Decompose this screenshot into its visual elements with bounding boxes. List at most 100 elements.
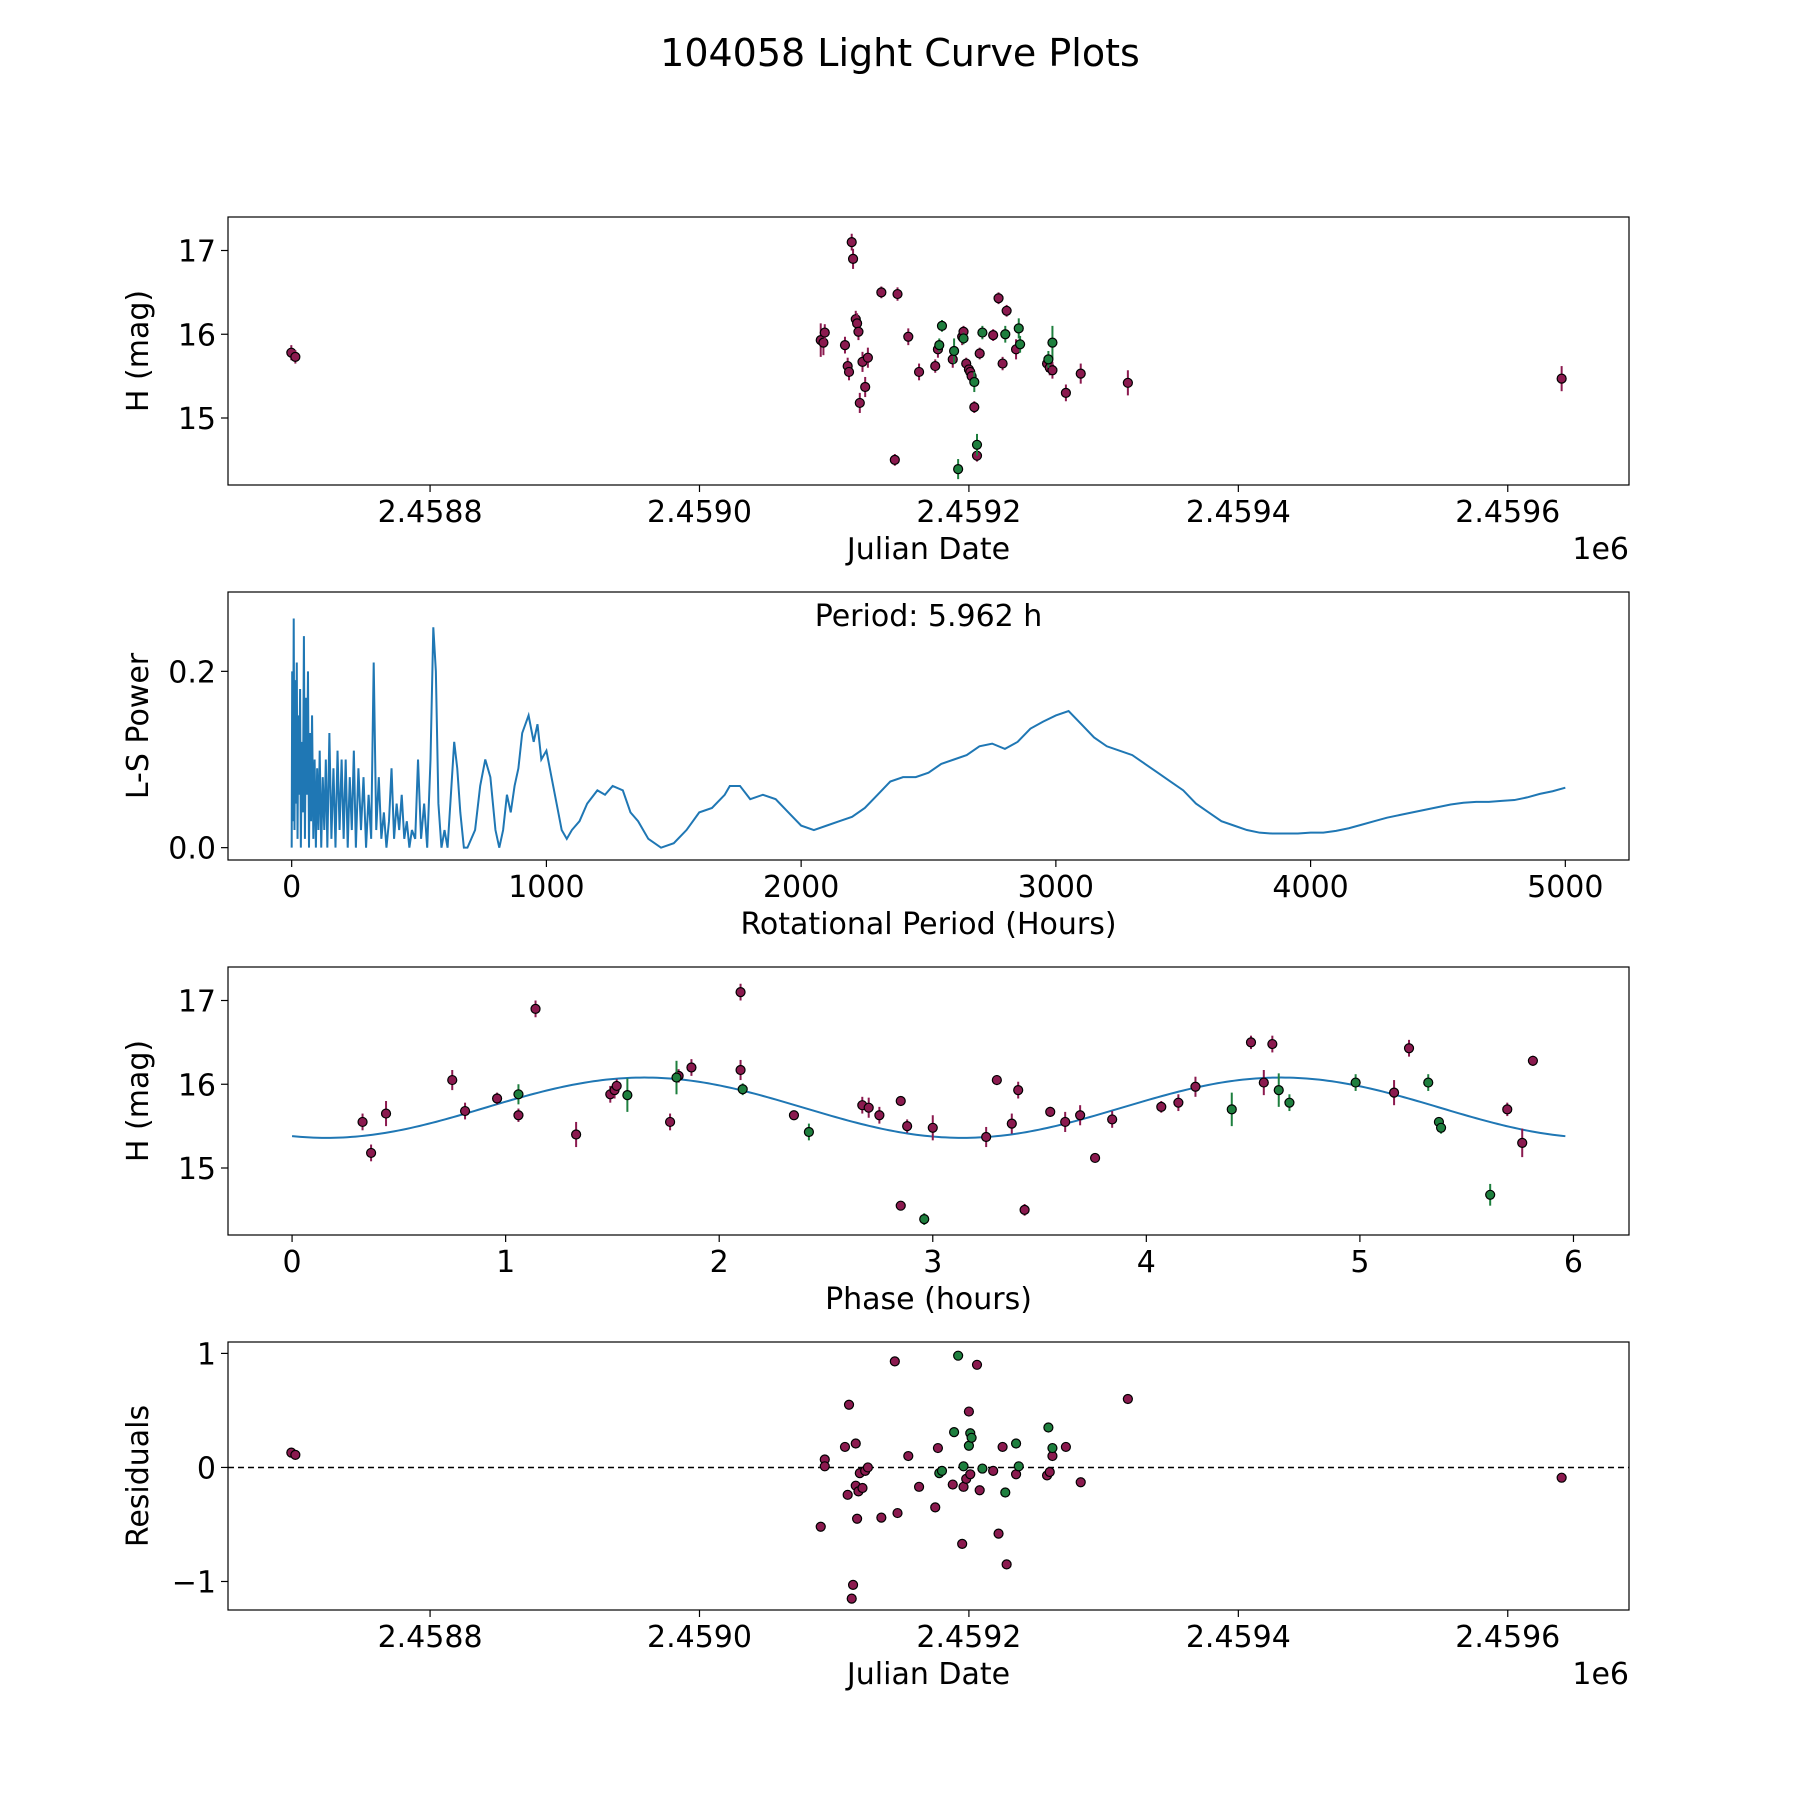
data-point-magenta	[1001, 305, 1012, 316]
data-point-magenta	[947, 354, 958, 365]
data-point-green	[622, 1090, 633, 1101]
y-axis-label: H (mag)	[121, 290, 156, 412]
period-annotation: Period: 5.962 h	[815, 599, 1043, 634]
data-point-magenta	[819, 327, 830, 338]
data-point-magenta	[913, 366, 925, 378]
data-point-green	[1015, 339, 1026, 350]
x-offset-label: 1e6	[1572, 532, 1629, 567]
y-axis-label: L-S Power	[121, 652, 156, 799]
data-point-magenta	[927, 1122, 938, 1133]
data-point-green	[1010, 1438, 1022, 1449]
data-point-green	[671, 1072, 682, 1083]
data-point-magenta	[1258, 1077, 1269, 1088]
data-point-magenta	[876, 287, 887, 298]
data-point-green	[1226, 1104, 1237, 1115]
data-point-magenta	[839, 1441, 851, 1453]
data-point-green	[948, 345, 960, 357]
panel-lightcurve: 2.4588 2.4590 2.4592 2.4594 2.4596 15 16 17 Juli…	[121, 216, 1630, 567]
panel-periodogram: 0 1000 2000 3000 4000 5000 0.0 0.2 Rotational Pe…	[121, 591, 1630, 942]
data-point-magenta	[930, 360, 941, 372]
data-point-magenta	[853, 326, 864, 337]
data-point-magenta	[981, 1131, 992, 1143]
data-point-magenta	[664, 1116, 676, 1128]
data-point-magenta	[846, 1593, 857, 1604]
data-point-magenta	[889, 454, 900, 465]
data-point-magenta	[902, 1121, 913, 1132]
data-point-magenta	[290, 351, 301, 362]
figure-title: 104058 Light Curve Plots	[660, 31, 1140, 75]
y-tick-label: 0	[197, 1451, 216, 1486]
data-point-magenta	[969, 402, 980, 413]
data-point-magenta	[1107, 1114, 1118, 1125]
x-tick-label: 2.4588	[378, 1620, 483, 1655]
data-point-magenta	[876, 1512, 887, 1523]
x-tick-label: 0	[283, 1245, 302, 1280]
data-point-magenta	[1075, 1477, 1086, 1488]
power-line	[290, 618, 1566, 849]
data-point-magenta	[1045, 1106, 1056, 1117]
data-point-magenta	[889, 1356, 900, 1367]
data-point-magenta	[892, 1507, 903, 1519]
x-axis-label: Julian Date	[845, 532, 1010, 567]
data-point-magenta	[1001, 1559, 1012, 1570]
data-point-magenta	[957, 1538, 968, 1549]
data-point-green	[1000, 1487, 1011, 1498]
data-point-magenta	[852, 1513, 863, 1524]
x-axis-label: Phase (hours)	[825, 1282, 1032, 1317]
x-tick-label: 2.4592	[916, 495, 1021, 530]
y-tick-label: 15	[178, 1152, 216, 1187]
data-point-green	[1047, 337, 1058, 348]
data-point-magenta	[735, 987, 746, 998]
data-point-magenta	[818, 337, 829, 348]
data-point-magenta	[1122, 1393, 1133, 1405]
plot-area-lightcurve	[286, 233, 1567, 480]
x-tick-label: 4000	[1272, 870, 1348, 905]
y-tick-label: 0.0	[168, 832, 216, 867]
data-point-green	[1485, 1189, 1496, 1200]
data-point-green	[1273, 1085, 1284, 1096]
data-point-magenta	[1060, 1441, 1072, 1453]
data-point-green	[803, 1126, 815, 1138]
x-tick-label: 5000	[1527, 870, 1603, 905]
data-point-magenta	[1060, 1116, 1071, 1128]
data-point-green	[1435, 1122, 1447, 1133]
x-tick-label: 2	[710, 1245, 729, 1280]
data-point-magenta	[1173, 1097, 1184, 1108]
data-point-green	[934, 340, 945, 351]
x-tick-label: 6	[1564, 1245, 1583, 1280]
data-point-magenta	[997, 358, 1008, 369]
x-tick-label: 5	[1350, 1245, 1369, 1280]
axes-frame	[227, 216, 1630, 486]
data-point-magenta	[988, 1465, 999, 1476]
data-point-magenta	[1527, 1055, 1538, 1066]
data-point-magenta	[1502, 1104, 1513, 1115]
data-point-magenta	[974, 348, 985, 359]
data-point-green	[969, 376, 980, 388]
data-point-magenta	[1089, 1152, 1101, 1164]
x-tick-label: 2.4594	[1186, 495, 1291, 530]
data-point-magenta	[513, 1110, 524, 1121]
data-point-green	[936, 1465, 948, 1476]
data-point-magenta	[892, 288, 903, 300]
y-tick-label: 16	[178, 318, 216, 353]
data-point-green	[737, 1084, 748, 1095]
axes-frame	[227, 966, 1630, 1236]
data-point-magenta	[852, 318, 863, 329]
data-point-magenta	[290, 1449, 301, 1461]
data-point-magenta	[365, 1147, 377, 1159]
plot-area-periodogram	[290, 618, 1566, 849]
x-offset-label: 1e6	[1572, 1657, 1629, 1692]
data-point-magenta	[459, 1105, 471, 1117]
x-tick-label: 4	[1137, 1245, 1156, 1280]
y-tick-label: 15	[178, 402, 216, 437]
x-tick-label: 1	[496, 1245, 515, 1280]
data-point-green	[513, 1089, 524, 1100]
data-point-green	[1043, 1422, 1054, 1433]
x-tick-label: 2.4588	[378, 495, 483, 530]
x-tick-label: 2.4594	[1186, 1620, 1291, 1655]
data-point-magenta	[842, 1489, 853, 1500]
x-tick-label: 2000	[763, 870, 839, 905]
data-point-magenta	[843, 366, 855, 378]
data-point-magenta	[357, 1116, 368, 1128]
